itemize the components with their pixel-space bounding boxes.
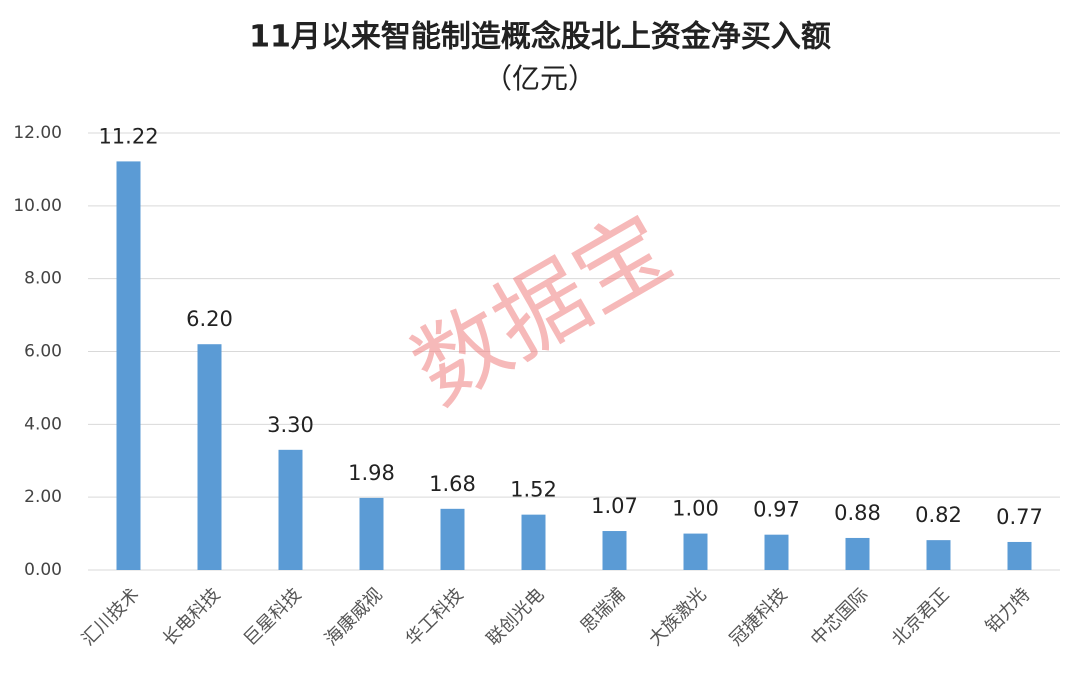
chart-subtitle: （亿元） bbox=[484, 62, 596, 95]
bar bbox=[521, 514, 546, 570]
x-tick-label: 汇川技术 bbox=[78, 584, 144, 650]
bar bbox=[926, 540, 951, 570]
bar bbox=[278, 449, 303, 570]
y-tick-label: 8.00 bbox=[24, 269, 62, 289]
bar bbox=[197, 344, 222, 570]
y-tick-label: 10.00 bbox=[13, 196, 62, 216]
watermark: 数据宝 bbox=[396, 194, 689, 425]
y-tick-label: 2.00 bbox=[24, 487, 62, 507]
y-tick-label: 4.00 bbox=[24, 414, 62, 434]
x-tick-label: 冠捷科技 bbox=[726, 584, 792, 650]
bar bbox=[116, 161, 141, 570]
bar bbox=[764, 534, 789, 570]
y-tick-label: 12.00 bbox=[13, 123, 62, 143]
bar bbox=[602, 531, 627, 570]
y-tick-label: 0.00 bbox=[24, 560, 62, 580]
value-label: 0.97 bbox=[753, 498, 800, 522]
value-label: 1.68 bbox=[429, 472, 476, 496]
y-tick-label: 6.00 bbox=[24, 342, 62, 362]
x-tick-label: 大族激光 bbox=[645, 584, 711, 650]
x-tick-label: 铂力特 bbox=[982, 584, 1035, 637]
value-label: 0.88 bbox=[834, 501, 881, 525]
x-tick-label: 思瑞浦 bbox=[577, 584, 630, 637]
value-label: 6.20 bbox=[186, 307, 233, 331]
value-label: 0.82 bbox=[915, 503, 962, 527]
value-label: 1.98 bbox=[348, 461, 395, 485]
bar bbox=[440, 508, 465, 570]
x-tick-label: 长电科技 bbox=[159, 584, 225, 650]
value-label: 11.22 bbox=[98, 124, 158, 148]
x-tick-label: 华工科技 bbox=[402, 584, 468, 650]
value-label: 3.30 bbox=[267, 413, 314, 437]
x-tick-label: 联创光电 bbox=[483, 584, 549, 650]
bar bbox=[359, 497, 384, 570]
bar bbox=[845, 537, 870, 570]
value-label: 1.52 bbox=[510, 478, 557, 502]
value-label: 1.07 bbox=[591, 494, 638, 518]
bar bbox=[683, 533, 708, 570]
value-label: 1.00 bbox=[672, 497, 719, 521]
x-tick-label: 海康威视 bbox=[321, 584, 387, 650]
chart-title: 11月以来智能制造概念股北上资金净买入额 bbox=[249, 20, 831, 55]
bar bbox=[1007, 541, 1032, 570]
value-label: 0.77 bbox=[996, 505, 1043, 529]
x-tick-label: 巨星科技 bbox=[240, 584, 306, 650]
x-tick-label: 中芯国际 bbox=[807, 584, 873, 650]
x-tick-label: 北京君正 bbox=[888, 584, 954, 650]
